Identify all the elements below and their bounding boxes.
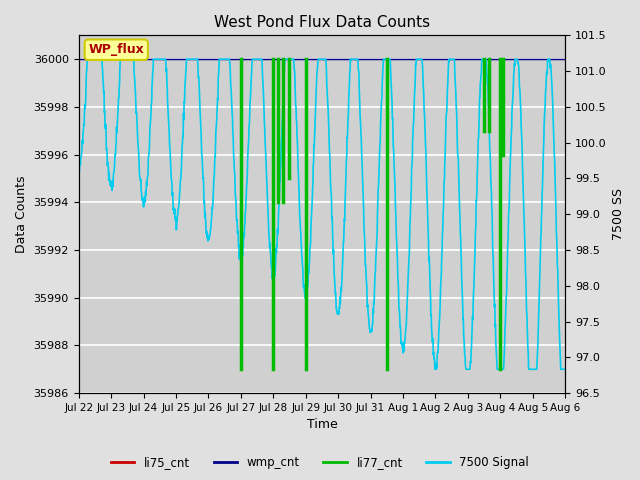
Text: WP_flux: WP_flux xyxy=(88,43,144,56)
Legend: li75_cnt, wmp_cnt, li77_cnt, 7500 Signal: li75_cnt, wmp_cnt, li77_cnt, 7500 Signal xyxy=(106,452,534,474)
X-axis label: Time: Time xyxy=(307,419,337,432)
Y-axis label: 7500 SS: 7500 SS xyxy=(612,188,625,240)
Y-axis label: Data Counts: Data Counts xyxy=(15,176,28,253)
Title: West Pond Flux Data Counts: West Pond Flux Data Counts xyxy=(214,15,430,30)
